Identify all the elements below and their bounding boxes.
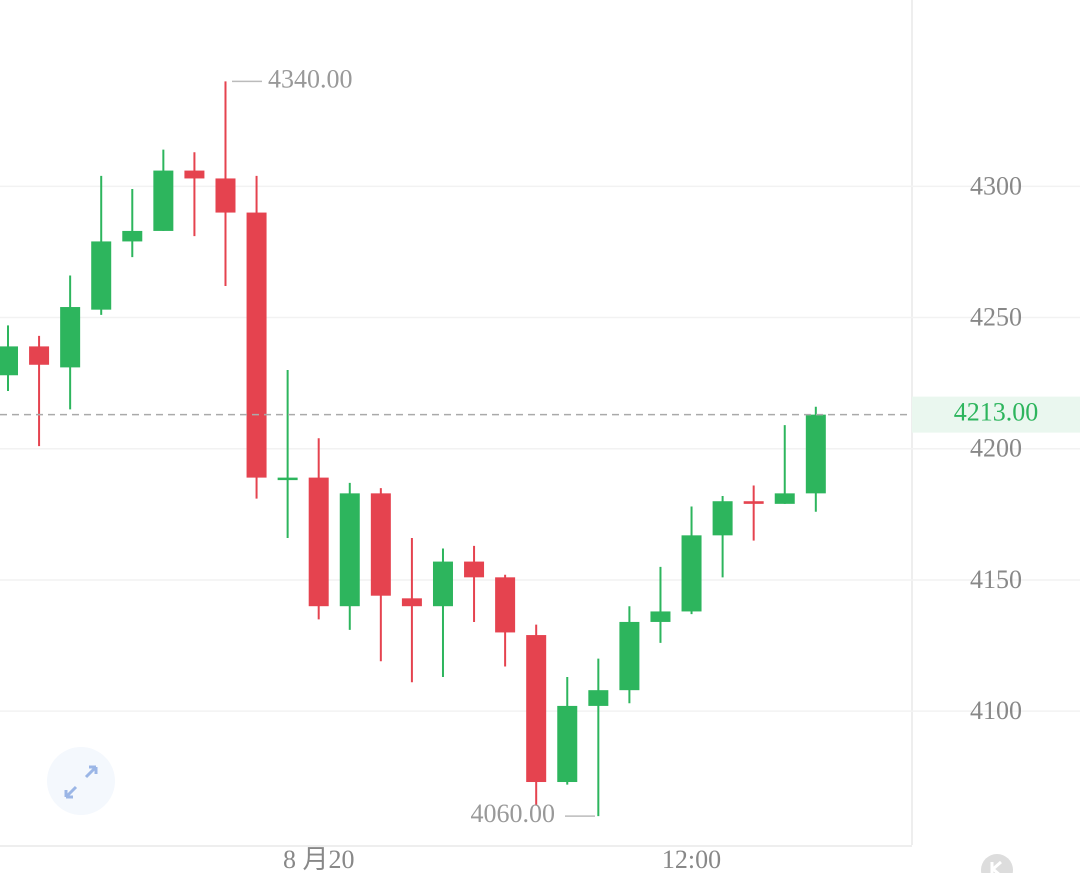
expand-button[interactable] [47, 747, 115, 815]
candle-body [743, 501, 764, 504]
candle-body [464, 561, 485, 578]
last-price-label: 4213.00 [954, 398, 1039, 427]
k-icon[interactable] [990, 860, 1002, 873]
x-tick-label: 8 月20 [283, 845, 355, 873]
k-bg[interactable] [981, 854, 1013, 873]
y-tick-label: 4300 [970, 171, 1022, 200]
x-tick-label: 12:00 [662, 845, 721, 873]
low-label: 4060.00 [471, 799, 556, 828]
candle-body [29, 346, 50, 365]
candle-body [246, 212, 267, 478]
candle-body [370, 493, 391, 596]
candle-body [308, 477, 329, 607]
candle-body [557, 705, 578, 783]
k-button[interactable] [981, 854, 1013, 873]
expand-bg[interactable] [47, 747, 115, 815]
candle-body [184, 170, 205, 179]
candle-body [122, 230, 143, 242]
candle-body [153, 170, 174, 231]
candle-body [401, 598, 422, 607]
last-price-box [912, 396, 1080, 433]
candle-body [526, 635, 547, 783]
candle-body [495, 577, 516, 633]
candle-body [339, 493, 360, 607]
expand-icon[interactable] [64, 765, 98, 799]
high-label: 4340.00 [268, 64, 353, 93]
candle-body [588, 690, 609, 706]
candle-body [681, 535, 702, 612]
candle-body [215, 178, 236, 213]
candle-body [0, 346, 18, 376]
candle-body [619, 621, 640, 691]
y-tick-label: 4150 [970, 565, 1022, 594]
candle-body [91, 241, 112, 310]
candle-body [805, 414, 826, 494]
y-tick-label: 4200 [970, 434, 1022, 463]
candle-body [432, 561, 453, 607]
candle-body [60, 307, 81, 368]
y-tick-label: 4100 [970, 696, 1022, 725]
y-tick-label: 4250 [970, 302, 1022, 331]
candle-body [712, 501, 733, 536]
candle-body [650, 611, 671, 622]
candle-body [277, 477, 298, 481]
candle-body [774, 493, 795, 504]
